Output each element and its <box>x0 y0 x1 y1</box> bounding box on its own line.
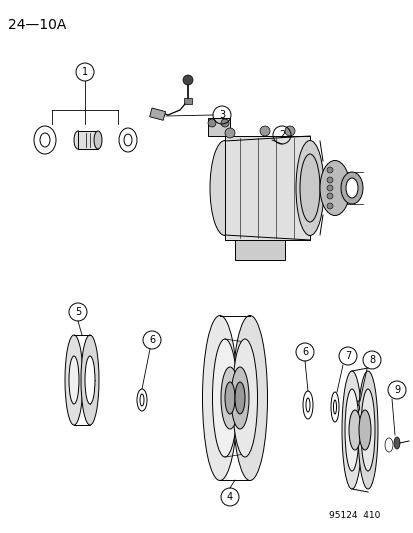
Circle shape <box>221 119 228 127</box>
Circle shape <box>284 126 294 136</box>
Ellipse shape <box>354 417 361 427</box>
Bar <box>235 240 284 260</box>
Ellipse shape <box>340 172 362 204</box>
Ellipse shape <box>299 154 319 222</box>
Circle shape <box>224 128 235 138</box>
Ellipse shape <box>94 131 102 149</box>
Ellipse shape <box>124 134 132 146</box>
Ellipse shape <box>140 394 144 406</box>
Ellipse shape <box>230 367 248 429</box>
Ellipse shape <box>85 356 95 404</box>
Bar <box>150 108 165 120</box>
Text: 3: 3 <box>218 110 225 120</box>
Ellipse shape <box>348 410 360 450</box>
Circle shape <box>207 119 216 127</box>
Ellipse shape <box>357 371 377 489</box>
Ellipse shape <box>393 437 399 449</box>
Text: 95124  410: 95124 410 <box>328 511 379 520</box>
Circle shape <box>326 203 332 209</box>
Circle shape <box>326 185 332 191</box>
Ellipse shape <box>209 141 240 236</box>
Ellipse shape <box>65 335 83 425</box>
Text: 6: 6 <box>149 335 155 345</box>
Text: 1: 1 <box>82 67 88 77</box>
Ellipse shape <box>119 128 137 152</box>
Ellipse shape <box>360 389 374 471</box>
Ellipse shape <box>40 133 50 147</box>
Text: 4: 4 <box>226 492 233 502</box>
Ellipse shape <box>137 389 147 411</box>
Ellipse shape <box>202 316 237 481</box>
Ellipse shape <box>224 382 235 414</box>
Bar <box>183 98 192 104</box>
Text: 8: 8 <box>368 355 374 365</box>
Ellipse shape <box>333 400 336 414</box>
Text: 24—10A: 24—10A <box>8 18 66 32</box>
Ellipse shape <box>81 335 99 425</box>
Circle shape <box>326 167 332 173</box>
Ellipse shape <box>221 367 238 429</box>
Bar <box>224 136 309 240</box>
Ellipse shape <box>34 126 56 154</box>
Ellipse shape <box>384 438 392 452</box>
Ellipse shape <box>69 356 79 404</box>
Text: 2: 2 <box>278 130 285 140</box>
Ellipse shape <box>74 131 82 149</box>
Bar <box>78 131 98 149</box>
Ellipse shape <box>295 141 323 236</box>
Ellipse shape <box>353 401 361 415</box>
Ellipse shape <box>345 178 357 198</box>
Text: 9: 9 <box>393 385 399 395</box>
Ellipse shape <box>341 371 361 489</box>
Circle shape <box>326 193 332 199</box>
Ellipse shape <box>319 160 349 215</box>
Ellipse shape <box>235 382 244 414</box>
Ellipse shape <box>232 316 267 481</box>
Ellipse shape <box>212 339 237 457</box>
Circle shape <box>183 75 192 85</box>
Circle shape <box>259 126 269 136</box>
Ellipse shape <box>302 391 312 419</box>
Ellipse shape <box>356 405 358 411</box>
Ellipse shape <box>305 398 309 412</box>
Ellipse shape <box>330 392 338 422</box>
Bar <box>207 118 230 136</box>
Text: 5: 5 <box>75 307 81 317</box>
Ellipse shape <box>344 389 358 471</box>
Ellipse shape <box>358 410 370 450</box>
Ellipse shape <box>232 339 257 457</box>
Text: 6: 6 <box>301 347 307 357</box>
Circle shape <box>326 177 332 183</box>
Text: 7: 7 <box>344 351 350 361</box>
